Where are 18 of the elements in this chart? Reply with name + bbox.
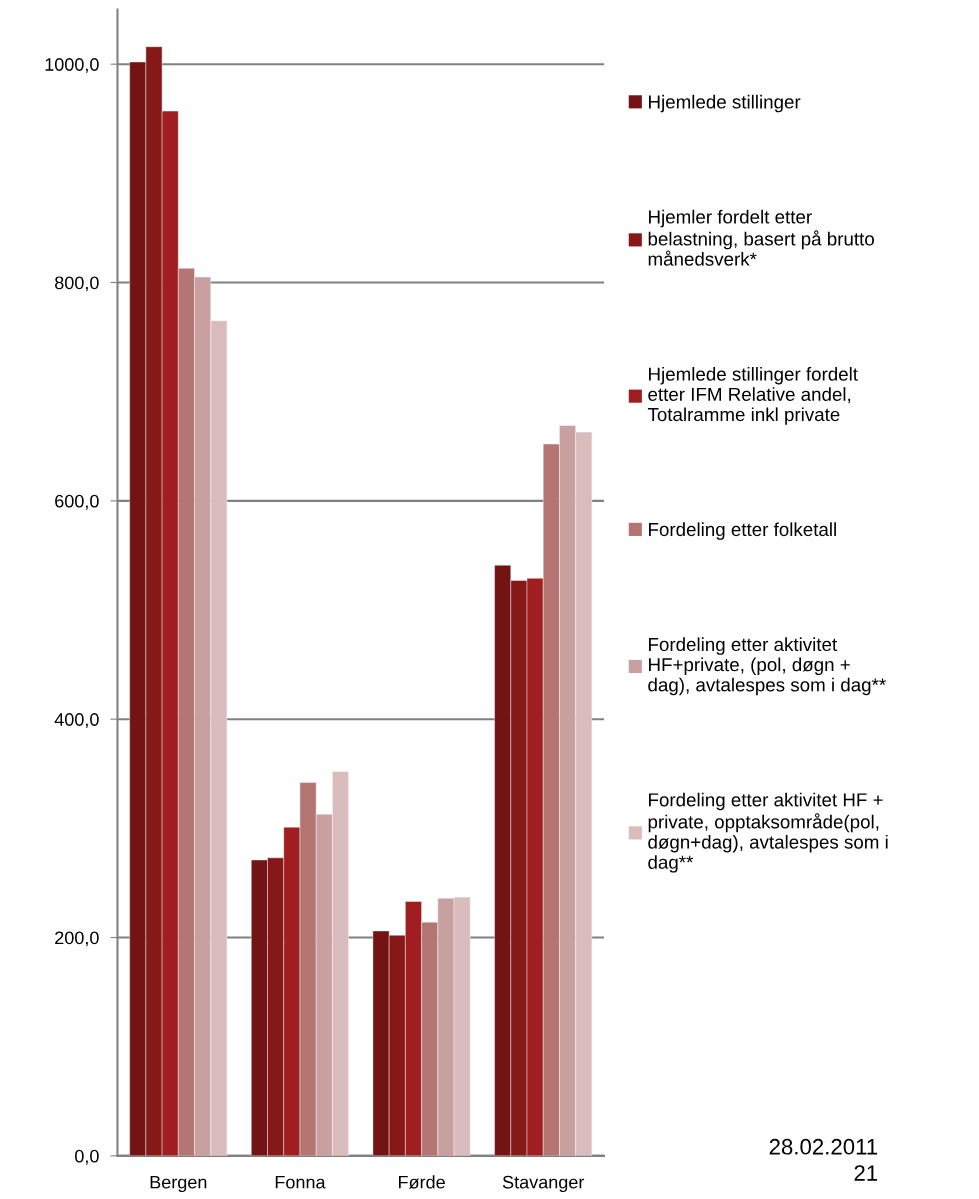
legend-label: Fordeling etter aktivitet HF + private, opptaksområde(pol, døgn+dag), avtalespes som i dag** (648, 792, 888, 873)
y-tick-label: 400,0 (54, 713, 99, 729)
legend-label: Hjemler fordelt etter belastning, basert på brutto månedsverk* (648, 209, 874, 266)
legend-label: Fordeling etter folketall (649, 522, 836, 540)
y-tick-label: 600,0 (55, 494, 99, 510)
legend-label: Fordeling etter aktivitet HF+private, (pol, døgn + dag), avtalespes som i dag** (648, 637, 886, 696)
text: 21 (854, 1165, 878, 1181)
legend-label: Hjemlede stillinger (649, 94, 801, 113)
x-tick-label: Førde (398, 1175, 445, 1189)
y-tick-label: 200,0 (55, 931, 99, 947)
y-tick-label: 1000,0 (45, 58, 99, 74)
y-tick-label: 800,0 (55, 276, 99, 292)
x-tick-label: Fonna (275, 1175, 326, 1189)
x-tick-label: Stavanger (502, 1175, 585, 1193)
text: 28.02.2011 (769, 1138, 878, 1155)
x-tick-label: Bergen (150, 1175, 207, 1193)
legend-label: Hjemlede stillinger fordelt etter IFM Relative andel, Totalramme inkl private (647, 366, 858, 425)
y-tick-label: 0,0 (75, 1149, 99, 1165)
